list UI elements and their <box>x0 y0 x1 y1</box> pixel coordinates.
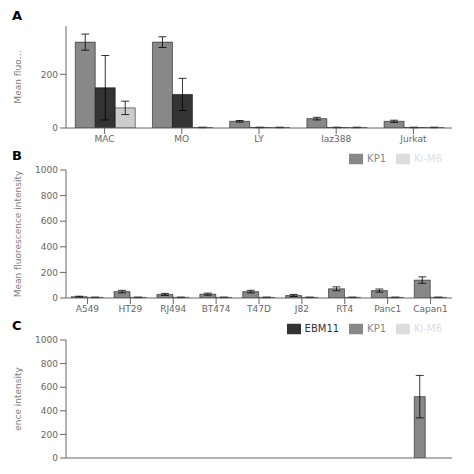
svg-text:800: 800 <box>41 359 58 369</box>
svg-text:600: 600 <box>41 216 58 226</box>
svg-text:400: 400 <box>41 242 58 252</box>
html-text:EBM11: EBM11 <box>304 323 340 334</box>
html-text:B: B <box>12 148 22 163</box>
svg-text:800: 800 <box>41 191 58 201</box>
svg-text:HT29: HT29 <box>118 304 142 314</box>
html-text:C: C <box>12 318 22 333</box>
html-text:Ki-M6: Ki-M6 <box>414 153 442 164</box>
svg-text:MAC: MAC <box>95 134 115 144</box>
svg-text:200: 200 <box>41 268 58 278</box>
svg-text:600: 600 <box>41 382 58 392</box>
svg-text:Mean fluo…: Mean fluo… <box>13 50 23 103</box>
svg-text:BT474: BT474 <box>202 304 231 314</box>
html-text:Ki-M6: Ki-M6 <box>414 323 442 334</box>
svg-text:J82: J82 <box>294 304 309 314</box>
svg-text:Mean fluorescence intensity: Mean fluorescence intensity <box>13 170 23 297</box>
svg-text:0: 0 <box>52 123 58 133</box>
svg-text:200: 200 <box>41 70 58 80</box>
svg-text:MO: MO <box>174 134 189 144</box>
html-text:KP1: KP1 <box>367 323 387 334</box>
html-text:A: A <box>12 8 23 23</box>
html-text:KP1: KP1 <box>367 153 387 164</box>
svg-text:RJ494: RJ494 <box>160 304 186 314</box>
svg-text:LY: LY <box>254 134 264 144</box>
svg-text:ence intensity: ence intensity <box>13 367 23 431</box>
svg-text:T47D: T47D <box>246 304 271 314</box>
svg-text:Capan1: Capan1 <box>413 304 447 314</box>
svg-text:Jurkat: Jurkat <box>399 134 427 144</box>
svg-text:A549: A549 <box>76 304 100 314</box>
svg-text:1000: 1000 <box>35 335 58 345</box>
svg-text:RT4: RT4 <box>336 304 353 314</box>
svg-text:1000: 1000 <box>35 165 58 175</box>
svg-text:200: 200 <box>41 430 58 440</box>
svg-text:400: 400 <box>41 406 58 416</box>
svg-text:0: 0 <box>52 293 58 303</box>
svg-text:Panc1: Panc1 <box>374 304 401 314</box>
svg-text:0: 0 <box>52 453 58 463</box>
svg-text:Iaz388: Iaz388 <box>321 134 351 144</box>
